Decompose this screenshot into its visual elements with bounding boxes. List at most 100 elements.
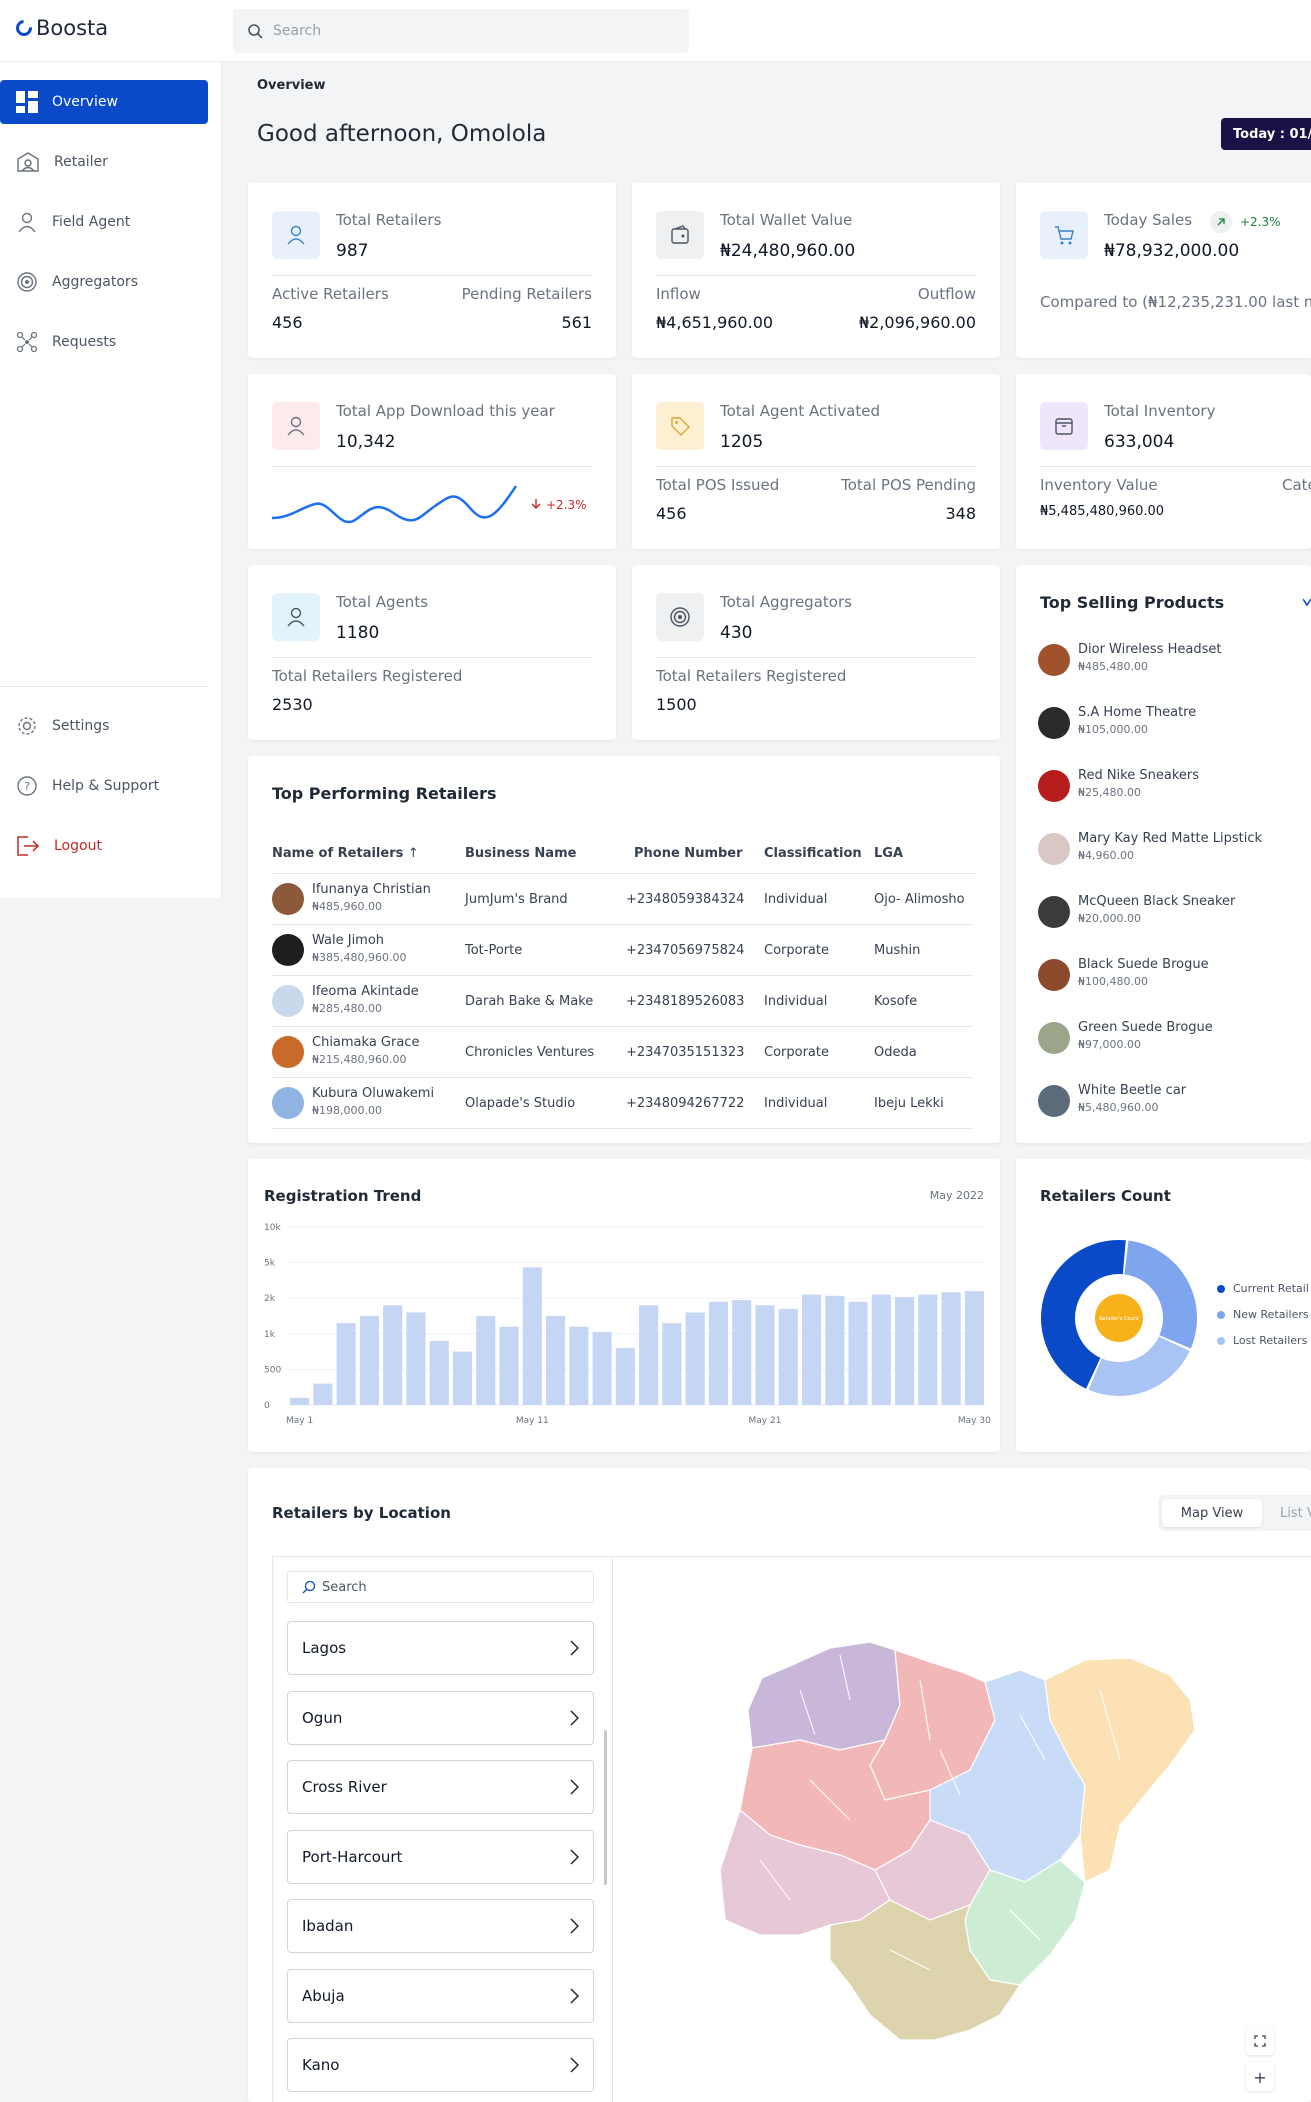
- bar[interactable]: [825, 1295, 845, 1405]
- column-header-phone[interactable]: Phone Number: [634, 846, 743, 861]
- bar[interactable]: [941, 1292, 961, 1405]
- list-item[interactable]: White Beetle car ₦5,480,960.00: [1038, 1081, 1298, 1121]
- retailers-registered-label: Total Retailers Registered: [656, 667, 847, 685]
- sidebar-item-field-agent[interactable]: Field Agent: [0, 200, 208, 244]
- location-item[interactable]: Lagos: [287, 1621, 594, 1675]
- location-item[interactable]: Abuja: [287, 1968, 594, 2023]
- card-label: Total Agents: [336, 593, 429, 611]
- list-item[interactable]: McQueen Black Sneaker ₦20,000.00: [1038, 892, 1298, 932]
- bar[interactable]: [778, 1308, 798, 1405]
- divider: [272, 657, 592, 658]
- list-item[interactable]: Dior Wireless Headset ₦485,480.00: [1038, 640, 1298, 680]
- bar[interactable]: [452, 1351, 473, 1405]
- bar[interactable]: [429, 1340, 449, 1405]
- sidebar-item-settings[interactable]: Settings: [0, 704, 208, 748]
- map-region-northwest[interactable]: [747, 1641, 901, 1751]
- bar[interactable]: [662, 1323, 682, 1405]
- location-item[interactable]: Ogun: [287, 1690, 594, 1745]
- bar[interactable]: [546, 1316, 566, 1405]
- sort-arrow-icon[interactable]: ↑: [407, 846, 419, 861]
- location-search-input[interactable]: Search: [287, 1571, 594, 1603]
- bar[interactable]: [964, 1291, 984, 1405]
- table-row[interactable]: Ifunanya Christian ₦485,960.00 JumJum's Br…: [272, 874, 972, 925]
- bar[interactable]: [336, 1323, 356, 1405]
- bar[interactable]: [615, 1348, 635, 1405]
- sidebar-item-requests[interactable]: Requests: [0, 320, 208, 364]
- fullscreen-button[interactable]: [1246, 2027, 1274, 2055]
- location-item[interactable]: Ibadan: [287, 1899, 594, 1953]
- location-item[interactable]: Port-Harcourt: [287, 1829, 594, 1884]
- list-item[interactable]: Green Suede Brogue ₦97,000.00: [1038, 1018, 1298, 1058]
- divider: [272, 466, 592, 467]
- location-item[interactable]: Cross River: [287, 1760, 594, 1814]
- nigeria-map[interactable]: [700, 1620, 1210, 2080]
- phone-number: +2348094267722: [626, 1096, 745, 1111]
- location-name: Ogun: [302, 1708, 343, 1727]
- x-tick-label: May 1: [286, 1416, 313, 1426]
- list-scrollbar[interactable]: [604, 1730, 607, 1885]
- table-row[interactable]: Kubura Oluwakemi ₦198,000.00 Olapade's Stu…: [272, 1078, 972, 1129]
- zoom-in-button[interactable]: +: [1246, 2063, 1274, 2091]
- page-title: Good afternoon, Omolola: [257, 121, 547, 147]
- list-item[interactable]: Red Nike Sneakers ₦25,480.00: [1038, 766, 1298, 806]
- retailer-name: Chiamaka Grace: [312, 1035, 420, 1050]
- user-icon: [18, 212, 36, 233]
- classification: Corporate: [764, 1045, 829, 1060]
- sidebar-item-label: Field Agent: [52, 214, 131, 230]
- search-input[interactable]: Search: [233, 9, 689, 53]
- map-region-northeast[interactable]: [1044, 1657, 1196, 1883]
- sidebar-item-help[interactable]: ? Help & Support: [0, 764, 208, 808]
- map-view-tab[interactable]: Map View: [1162, 1499, 1262, 1527]
- bar[interactable]: [708, 1301, 728, 1405]
- list-item[interactable]: S.A Home Theatre ₦105,000.00: [1038, 703, 1298, 743]
- chevron-down-icon[interactable]: [1303, 597, 1311, 607]
- card-label: Total Inventory: [1104, 402, 1216, 420]
- donut-slice[interactable]: [1041, 1240, 1126, 1389]
- sidebar-item-retailer[interactable]: Retailer: [0, 140, 208, 184]
- table-row[interactable]: Chiamaka Grace ₦215,480,960.00 Chronicles …: [272, 1027, 972, 1078]
- bar[interactable]: [290, 1397, 310, 1405]
- table-row[interactable]: Wale Jimoh ₦385,480,960.00 Tot-Porte +23470…: [272, 925, 972, 976]
- bar[interactable]: [871, 1294, 891, 1405]
- location-name: Kano: [302, 2056, 340, 2074]
- column-header-classification[interactable]: Classification: [764, 846, 862, 861]
- bar[interactable]: [592, 1332, 612, 1405]
- list-item[interactable]: Black Suede Brogue ₦100,480.00: [1038, 955, 1298, 995]
- bar[interactable]: [801, 1294, 822, 1405]
- location-name: Port-Harcourt: [302, 1847, 403, 1866]
- bar[interactable]: [685, 1312, 705, 1405]
- column-header-name[interactable]: Name of Retailers ↑: [272, 846, 419, 861]
- pos-pending-label: Total POS Pending: [841, 476, 976, 494]
- bar[interactable]: [313, 1383, 333, 1405]
- location-item[interactable]: Kano: [287, 2038, 594, 2092]
- donut-slice[interactable]: [1088, 1336, 1190, 1396]
- app-logo[interactable]: Boosta: [12, 16, 108, 40]
- sidebar-item-overview[interactable]: Overview: [0, 80, 208, 124]
- bar[interactable]: [522, 1267, 542, 1405]
- location-search-placeholder: Search: [322, 1579, 367, 1595]
- list-view-tab[interactable]: List V: [1280, 1506, 1311, 1521]
- donut-slice[interactable]: [1124, 1240, 1197, 1349]
- bar[interactable]: [895, 1297, 915, 1405]
- bar[interactable]: [383, 1305, 403, 1405]
- bar[interactable]: [499, 1326, 519, 1405]
- bar[interactable]: [359, 1316, 379, 1405]
- column-header-business[interactable]: Business Name: [465, 846, 577, 861]
- bar[interactable]: [639, 1305, 659, 1405]
- column-header-lga[interactable]: LGA: [874, 846, 904, 861]
- bar[interactable]: [406, 1312, 426, 1405]
- bar[interactable]: [755, 1305, 775, 1405]
- sidebar-item-aggregators[interactable]: Aggregators: [0, 260, 208, 304]
- bar[interactable]: [476, 1316, 496, 1405]
- card-label: Total Agent Activated: [720, 402, 880, 420]
- bar[interactable]: [848, 1301, 868, 1405]
- table-row[interactable]: Ifeoma Akintade ₦285,480.00 Darah Bake & M…: [272, 976, 972, 1027]
- avatar: [272, 985, 304, 1017]
- bar[interactable]: [732, 1299, 752, 1405]
- date-badge[interactable]: Today : 01/30: [1221, 118, 1311, 150]
- list-item[interactable]: Mary Kay Red Matte Lipstick ₦4,960.00: [1038, 829, 1298, 869]
- sidebar-item-logout[interactable]: Logout: [0, 824, 208, 868]
- bar[interactable]: [569, 1326, 589, 1405]
- bar[interactable]: [918, 1294, 938, 1405]
- map-region-south[interactable]: [829, 1899, 1022, 2041]
